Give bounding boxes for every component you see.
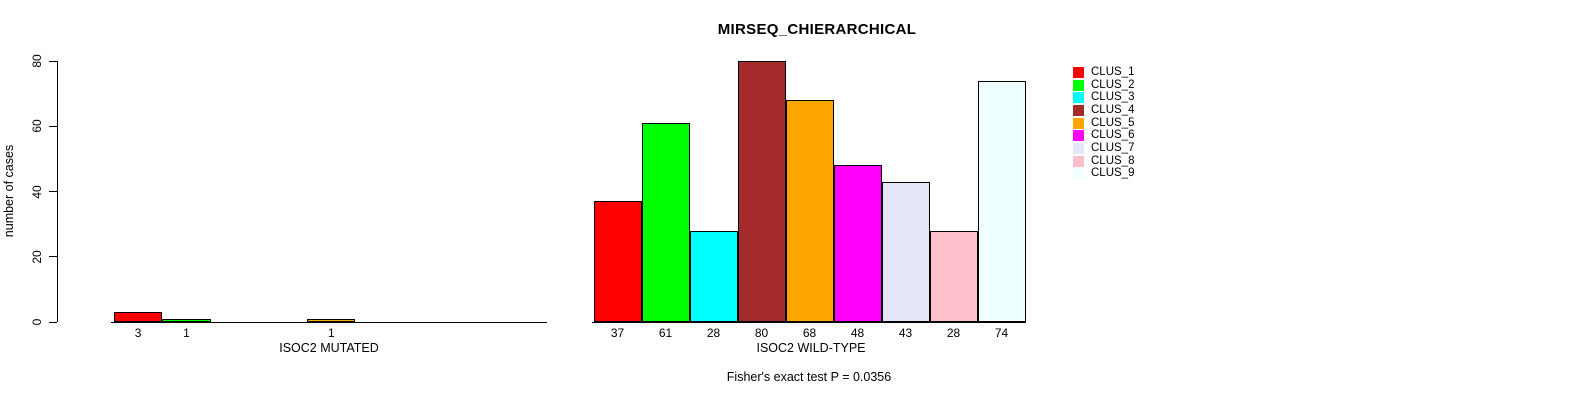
legend-item-CLUS_5: CLUS_5 bbox=[1073, 117, 1134, 130]
x-axis-line-mutated bbox=[111, 322, 547, 323]
legend-label: CLUS_5 bbox=[1091, 116, 1135, 129]
bar-CLUS_9-wildtype bbox=[977, 81, 1026, 322]
y-tick-label: 80 bbox=[30, 54, 44, 68]
legend-item-CLUS_9: CLUS_9 bbox=[1073, 168, 1134, 181]
bar-CLUS_1-mutated bbox=[114, 312, 163, 322]
legend-swatch-icon bbox=[1073, 130, 1084, 142]
legend-label: CLUS_9 bbox=[1091, 167, 1135, 180]
legend-swatch-icon bbox=[1073, 92, 1084, 104]
bar-value-label: 28 bbox=[706, 326, 721, 340]
y-axis-label: number of cases bbox=[2, 144, 16, 238]
legend-item-CLUS_1: CLUS_1 bbox=[1073, 66, 1134, 79]
y-tick-mark bbox=[49, 191, 57, 192]
legend-item-CLUS_8: CLUS_8 bbox=[1073, 155, 1134, 168]
bar-value-label: 61 bbox=[658, 326, 673, 340]
x-axis-label-wildtype: ISOC2 WILD-TYPE bbox=[756, 341, 866, 355]
bar-value-label: 3 bbox=[134, 326, 142, 340]
legend-label: CLUS_2 bbox=[1091, 78, 1135, 91]
legend-label: CLUS_7 bbox=[1091, 141, 1135, 154]
y-tick-mark bbox=[49, 60, 57, 62]
bar-CLUS_7-wildtype bbox=[881, 182, 930, 322]
y-axis-line bbox=[57, 61, 58, 322]
legend-swatch-icon bbox=[1073, 168, 1084, 180]
legend-swatch-icon bbox=[1073, 117, 1084, 129]
bar-CLUS_5-mutated bbox=[307, 319, 356, 322]
y-tick-mark bbox=[49, 256, 57, 258]
y-tick-label: 20 bbox=[30, 250, 44, 264]
bar-CLUS_6-wildtype bbox=[833, 165, 882, 322]
bar-CLUS_2-wildtype bbox=[641, 123, 690, 322]
bar-CLUS_8-wildtype bbox=[929, 231, 978, 322]
legend-item-CLUS_4: CLUS_4 bbox=[1073, 104, 1134, 117]
legend-swatch-icon bbox=[1073, 79, 1084, 91]
y-tick-mark bbox=[49, 125, 57, 127]
legend-swatch-icon bbox=[1073, 104, 1084, 116]
x-axis-label-mutated: ISOC2 MUTATED bbox=[279, 341, 379, 355]
legend: CLUS_1 CLUS_2 CLUS_3 CLUS_4 CLUS_5 CLUS_6 CLUS… bbox=[1073, 66, 1134, 180]
bar-value-label: 48 bbox=[850, 326, 865, 340]
y-tick-label: 40 bbox=[30, 184, 44, 199]
legend-item-CLUS_7: CLUS_7 bbox=[1073, 142, 1134, 155]
legend-item-CLUS_2: CLUS_2 bbox=[1073, 79, 1134, 92]
x-axis-line-wildtype bbox=[592, 322, 1026, 323]
legend-label: CLUS_8 bbox=[1091, 154, 1135, 167]
bar-CLUS_1-wildtype bbox=[593, 201, 642, 322]
bar-value-label: 1 bbox=[183, 326, 190, 340]
bar-CLUS_2-mutated bbox=[162, 319, 211, 322]
fisher-test-annotation: Fisher's exact test P = 0.0356 bbox=[726, 370, 892, 384]
bar-value-label: 68 bbox=[802, 326, 817, 340]
y-tick-mark bbox=[49, 321, 57, 323]
bar-value-label: 43 bbox=[898, 326, 913, 340]
bar-CLUS_3-wildtype bbox=[689, 231, 738, 322]
bar-value-label: 74 bbox=[994, 326, 1009, 340]
bar-value-label: 1 bbox=[328, 326, 335, 340]
legend-swatch-icon bbox=[1073, 142, 1084, 154]
legend-label: CLUS_6 bbox=[1091, 129, 1135, 142]
legend-label: CLUS_3 bbox=[1091, 91, 1135, 104]
bar-value-label: 80 bbox=[754, 326, 769, 340]
legend-item-CLUS_3: CLUS_3 bbox=[1073, 91, 1134, 104]
legend-label: CLUS_4 bbox=[1091, 103, 1135, 116]
bar-CLUS_4-wildtype bbox=[737, 61, 786, 322]
legend-label: CLUS_1 bbox=[1091, 65, 1135, 78]
bar-value-label: 28 bbox=[946, 326, 961, 340]
y-tick-label: 0 bbox=[30, 318, 44, 326]
legend-item-CLUS_6: CLUS_6 bbox=[1073, 129, 1134, 142]
legend-swatch-icon bbox=[1073, 66, 1084, 78]
legend-swatch-icon bbox=[1073, 155, 1084, 167]
bar-CLUS_5-wildtype bbox=[785, 100, 834, 322]
bar-value-label: 37 bbox=[610, 326, 625, 340]
chart-title: MIRSEQ_CHIERARCHICAL bbox=[717, 21, 917, 38]
y-tick-label: 60 bbox=[30, 119, 44, 133]
